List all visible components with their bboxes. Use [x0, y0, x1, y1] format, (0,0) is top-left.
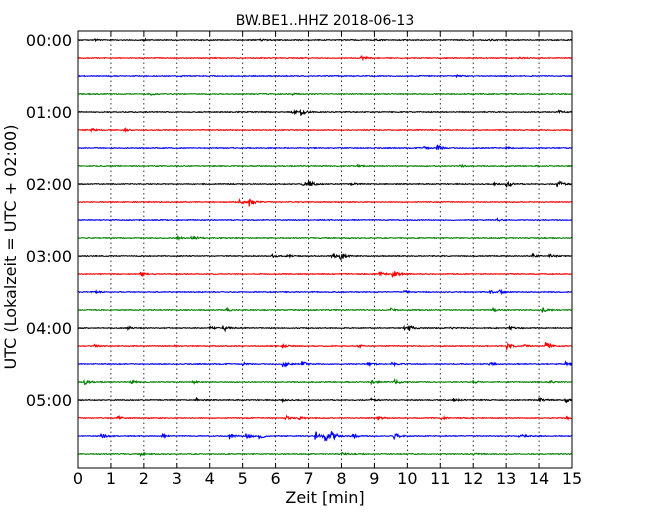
trace-line	[77, 108, 573, 116]
x-tick-labels: 0 1 2 3 4 5 6 7 8 9 10 11 12 13 14 15	[73, 469, 582, 488]
trace-line	[77, 451, 573, 458]
seismogram-traces	[77, 37, 573, 458]
trace-line	[77, 92, 573, 96]
trace-line	[77, 341, 573, 350]
x-tick-label: 13	[496, 469, 516, 488]
plot-frame	[77, 30, 573, 469]
y-tick-label: 04:00	[26, 319, 72, 338]
trace-line	[77, 396, 573, 404]
x-tick-label: 1	[106, 469, 116, 488]
trace-line	[77, 127, 573, 134]
trace-line	[77, 197, 573, 207]
y-tick-label: 00:00	[26, 31, 72, 50]
trace-line	[77, 144, 573, 151]
trace-line	[77, 324, 573, 333]
x-tick-label: 15	[562, 469, 582, 488]
x-axis-label: Zeit [min]	[285, 488, 364, 507]
x-tick-label: 10	[397, 469, 417, 488]
trace-line	[77, 180, 573, 188]
y-tick-label: 05:00	[26, 391, 72, 410]
x-tick-label: 3	[172, 469, 182, 488]
x-tick-label: 4	[205, 469, 215, 488]
y-tick-label: 01:00	[26, 103, 72, 122]
x-tick-label: 7	[303, 469, 313, 488]
trace-line	[77, 234, 573, 242]
trace-line	[77, 414, 573, 421]
chart-title: BW.BE1..HHZ 2018-06-13	[236, 13, 415, 29]
trace-line	[77, 37, 573, 43]
trace-line	[77, 55, 573, 61]
trace-line	[77, 377, 573, 386]
trace-line	[78, 306, 573, 313]
x-tick-label: 8	[336, 469, 346, 488]
y-axis-label: UTC (Lokalzeit = UTC + 02:00)	[1, 125, 20, 370]
y-tick-labels: 00:00 01:00 02:00 03:00 04:00 05:00	[26, 31, 72, 410]
x-tick-label: 12	[463, 469, 483, 488]
trace-line	[77, 217, 573, 222]
axis-ticks	[77, 31, 573, 468]
trace-line	[77, 252, 573, 262]
trace-line	[77, 288, 573, 296]
y-tick-label: 02:00	[26, 175, 72, 194]
x-tick-label: 14	[529, 469, 549, 488]
y-tick-label: 03:00	[26, 247, 72, 266]
trace-line	[77, 360, 573, 368]
trace-line	[77, 73, 573, 79]
x-tick-label: 0	[73, 469, 83, 488]
trace-line	[77, 163, 573, 168]
x-tick-label: 9	[369, 469, 379, 488]
trace-line	[77, 431, 573, 442]
x-tick-label: 5	[238, 469, 248, 488]
x-tick-label: 11	[430, 469, 450, 488]
x-tick-label: 2	[139, 469, 149, 488]
x-tick-label: 6	[271, 469, 281, 488]
grid-lines	[110, 31, 540, 468]
trace-line	[77, 271, 573, 278]
